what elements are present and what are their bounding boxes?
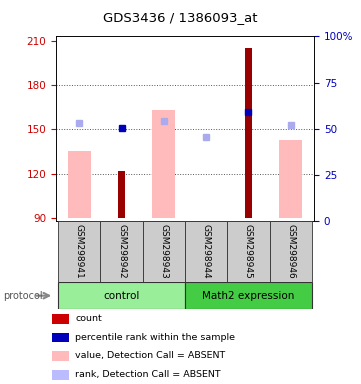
Bar bbox=[270, 221, 312, 282]
Text: GSM298944: GSM298944 bbox=[202, 224, 211, 279]
Text: control: control bbox=[103, 291, 140, 301]
Text: Math2 expression: Math2 expression bbox=[202, 291, 295, 301]
Text: GDS3436 / 1386093_at: GDS3436 / 1386093_at bbox=[103, 11, 258, 24]
Bar bbox=[185, 221, 227, 282]
Bar bbox=[52, 351, 69, 361]
Bar bbox=[52, 314, 69, 324]
Bar bbox=[52, 333, 69, 343]
Bar bbox=[152, 110, 175, 218]
Text: count: count bbox=[75, 314, 102, 323]
Text: GSM298943: GSM298943 bbox=[159, 224, 168, 279]
Bar bbox=[227, 221, 270, 282]
Bar bbox=[143, 221, 185, 282]
Bar bbox=[58, 221, 100, 282]
Text: GSM298946: GSM298946 bbox=[286, 224, 295, 279]
Bar bbox=[58, 282, 185, 309]
Bar bbox=[185, 282, 312, 309]
Text: protocol: protocol bbox=[4, 291, 43, 301]
Bar bbox=[245, 48, 252, 218]
Text: percentile rank within the sample: percentile rank within the sample bbox=[75, 333, 235, 342]
Text: GSM298945: GSM298945 bbox=[244, 224, 253, 279]
Text: GSM298941: GSM298941 bbox=[75, 224, 84, 279]
Bar bbox=[118, 170, 125, 218]
Bar bbox=[68, 152, 91, 218]
Text: GSM298942: GSM298942 bbox=[117, 224, 126, 279]
Bar bbox=[52, 370, 69, 380]
Bar bbox=[100, 221, 143, 282]
Bar bbox=[279, 140, 303, 218]
Text: rank, Detection Call = ABSENT: rank, Detection Call = ABSENT bbox=[75, 370, 221, 379]
Text: value, Detection Call = ABSENT: value, Detection Call = ABSENT bbox=[75, 351, 226, 361]
